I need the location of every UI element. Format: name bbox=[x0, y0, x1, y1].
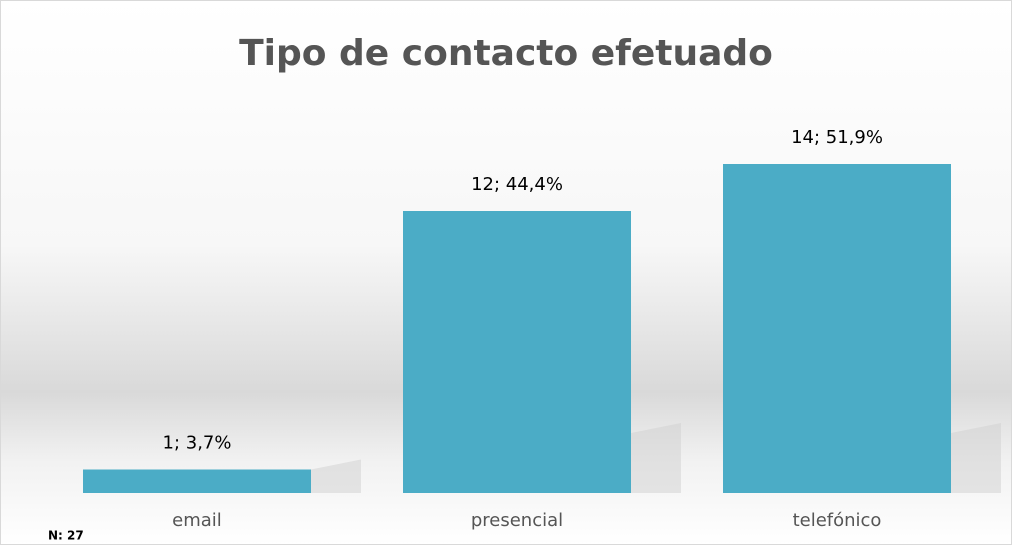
bar bbox=[83, 469, 311, 493]
chart-title: Tipo de contacto efetuado bbox=[239, 33, 773, 74]
bar-shadow bbox=[631, 423, 681, 493]
data-label: 1; 3,7% bbox=[163, 433, 232, 454]
bar-shadow bbox=[951, 423, 1001, 493]
data-label: 14; 51,9% bbox=[791, 127, 883, 148]
bar bbox=[723, 164, 951, 493]
bar bbox=[403, 211, 631, 493]
bar-shadow bbox=[311, 459, 361, 493]
x-tick-label: telefónico bbox=[793, 510, 882, 531]
note: N: 27 bbox=[48, 529, 84, 543]
x-tick-label: email bbox=[172, 510, 222, 531]
x-tick-label: presencial bbox=[471, 510, 563, 531]
data-label: 12; 44,4% bbox=[471, 174, 563, 195]
